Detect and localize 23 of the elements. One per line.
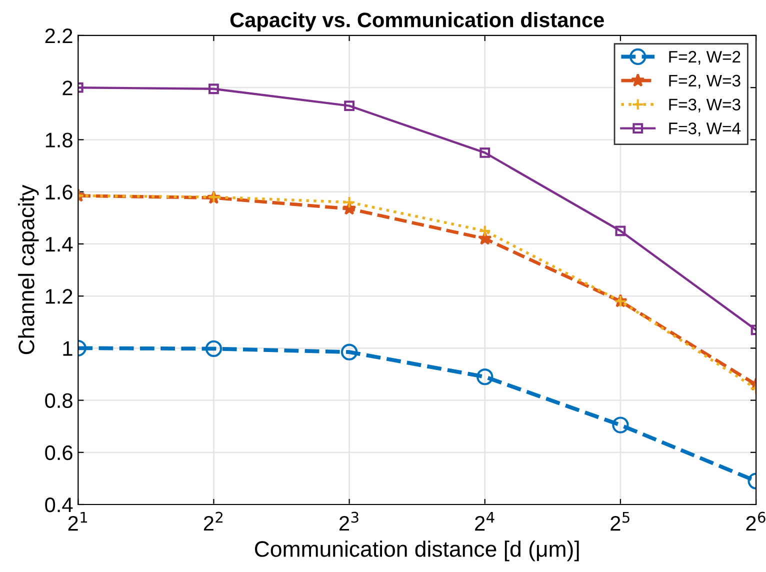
y-tick-label: 1 xyxy=(63,341,72,356)
legend-label: F=2, W=3 xyxy=(669,74,740,89)
y-tick-label: 0.8 xyxy=(45,393,72,408)
legend-label: F=3, W=3 xyxy=(669,98,740,112)
chart-title: Capacity vs. Communication distance xyxy=(230,12,604,32)
x-tick-label: 2$^{4}$ xyxy=(475,512,494,531)
x-axis-title: Communication distance [d (μm)] xyxy=(254,540,579,562)
y-tick-label: 2 xyxy=(62,80,72,96)
y-tick-label: 1.4 xyxy=(46,237,73,252)
legend-label: F=3, W=4 xyxy=(669,122,741,136)
y-tick-label: 1.8 xyxy=(46,132,72,148)
y-tick-label: 1.2 xyxy=(46,289,72,304)
y-tick-label: 1.6 xyxy=(46,184,72,200)
x-tick-label: 2$^{3}$ xyxy=(340,512,358,531)
y-axis-title: Channel capacity xyxy=(18,184,39,354)
legend-label: F=2, W=2 xyxy=(669,50,740,65)
y-tick-label: 0.6 xyxy=(45,445,72,460)
x-tick-label: 2$^{6}$ xyxy=(746,512,766,531)
y-tick-label: 0.4 xyxy=(45,498,73,512)
x-tick-label: 2$^{5}$ xyxy=(610,512,630,531)
y-tick-label: 2.2 xyxy=(45,28,72,44)
x-tick-label: 2$^{2}$ xyxy=(204,512,222,531)
x-tick-label: 2$^{1}$ xyxy=(68,512,88,531)
